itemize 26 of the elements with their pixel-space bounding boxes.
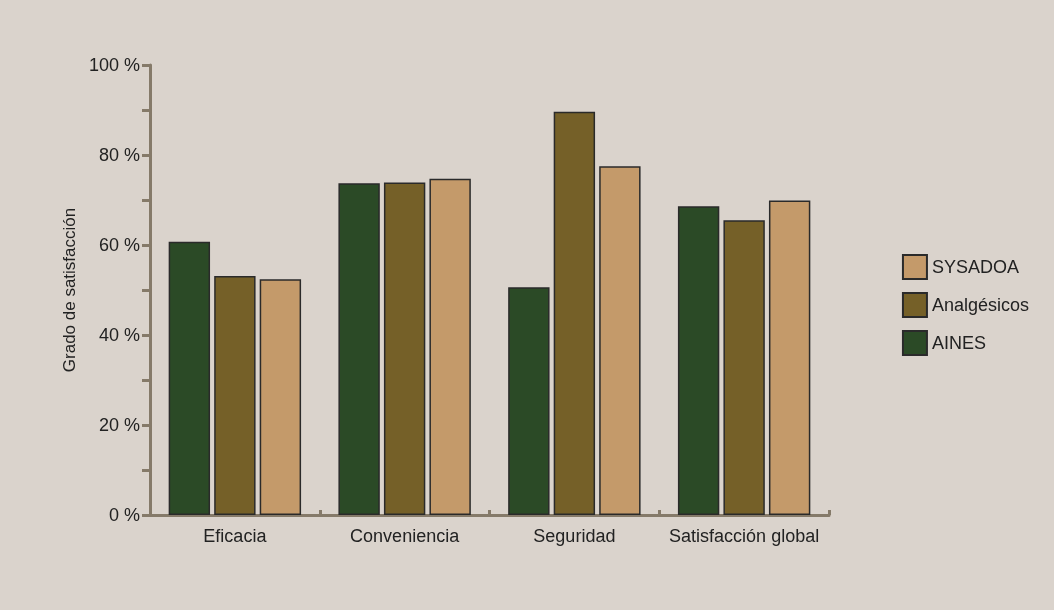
- y-tick-label: 80 %: [98, 145, 140, 165]
- y-tick-label: 20 %: [98, 415, 140, 435]
- x-tick-label: Conveniencia: [350, 526, 461, 546]
- x-tick-label: Seguridad: [533, 526, 616, 546]
- x-tick-label: Satisfacción global: [669, 526, 820, 546]
- y-axis-title: Grado de satisfacción: [60, 207, 80, 373]
- legend-label: SYSADOA: [931, 257, 1019, 277]
- bar: [214, 276, 256, 515]
- bar: [508, 287, 550, 515]
- y-tick-label: 40 %: [98, 325, 140, 345]
- bar: [383, 182, 426, 515]
- y-tick-label: 0 %: [108, 505, 140, 525]
- bar: [768, 200, 811, 515]
- bar: [429, 178, 471, 515]
- bar: [338, 183, 380, 515]
- legend-label: AINES: [931, 333, 986, 353]
- x-tick-label: Eficacia: [203, 526, 268, 546]
- bar: [168, 241, 211, 515]
- y-tick-label: 100 %: [88, 55, 140, 75]
- bar: [599, 166, 641, 515]
- bar: [259, 279, 302, 515]
- bar: [677, 206, 720, 515]
- bar: [553, 111, 596, 515]
- bar: [723, 220, 765, 515]
- y-tick-label: 60 %: [98, 235, 140, 255]
- legend-label: Analgésicos: [931, 295, 1029, 315]
